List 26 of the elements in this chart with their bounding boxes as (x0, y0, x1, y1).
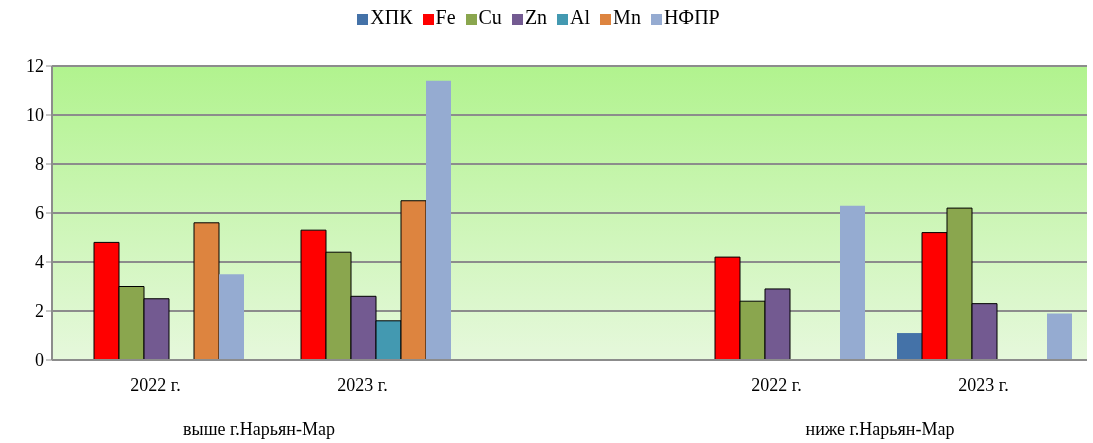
bar (840, 205, 865, 360)
bar (897, 333, 922, 360)
legend-label: Cu (478, 6, 502, 28)
legend-label: Al (570, 6, 591, 28)
legend-label: Fe (435, 6, 456, 28)
y-tick-label: 6 (35, 203, 44, 224)
legend-label: ХПК (370, 6, 413, 28)
x-tick-label: 2023 г. (958, 374, 1009, 395)
bar (1047, 313, 1072, 360)
y-tick-label: 4 (35, 252, 44, 273)
x-tick-label: 2022 г. (130, 374, 181, 395)
text: выше г.Нарьян-Мар (182, 419, 336, 440)
bar (219, 274, 244, 360)
y-tick-label: 0 (35, 350, 44, 371)
y-tick-label: 8 (35, 154, 44, 175)
legend-label: Mn (613, 6, 641, 28)
x-tick-label: 2022 г. (751, 374, 802, 395)
x-tick-label: 2023 г. (337, 374, 388, 395)
y-tick-label: 10 (26, 105, 44, 126)
legend-label: НФПР (663, 6, 720, 28)
legend-label: Zn (524, 6, 548, 28)
y-tick-label: 12 (26, 56, 44, 77)
y-tick-label: 2 (35, 301, 44, 322)
bar (426, 80, 451, 360)
bar (193, 222, 220, 360)
text: ниже г.Нарьян-Мар (804, 419, 956, 440)
